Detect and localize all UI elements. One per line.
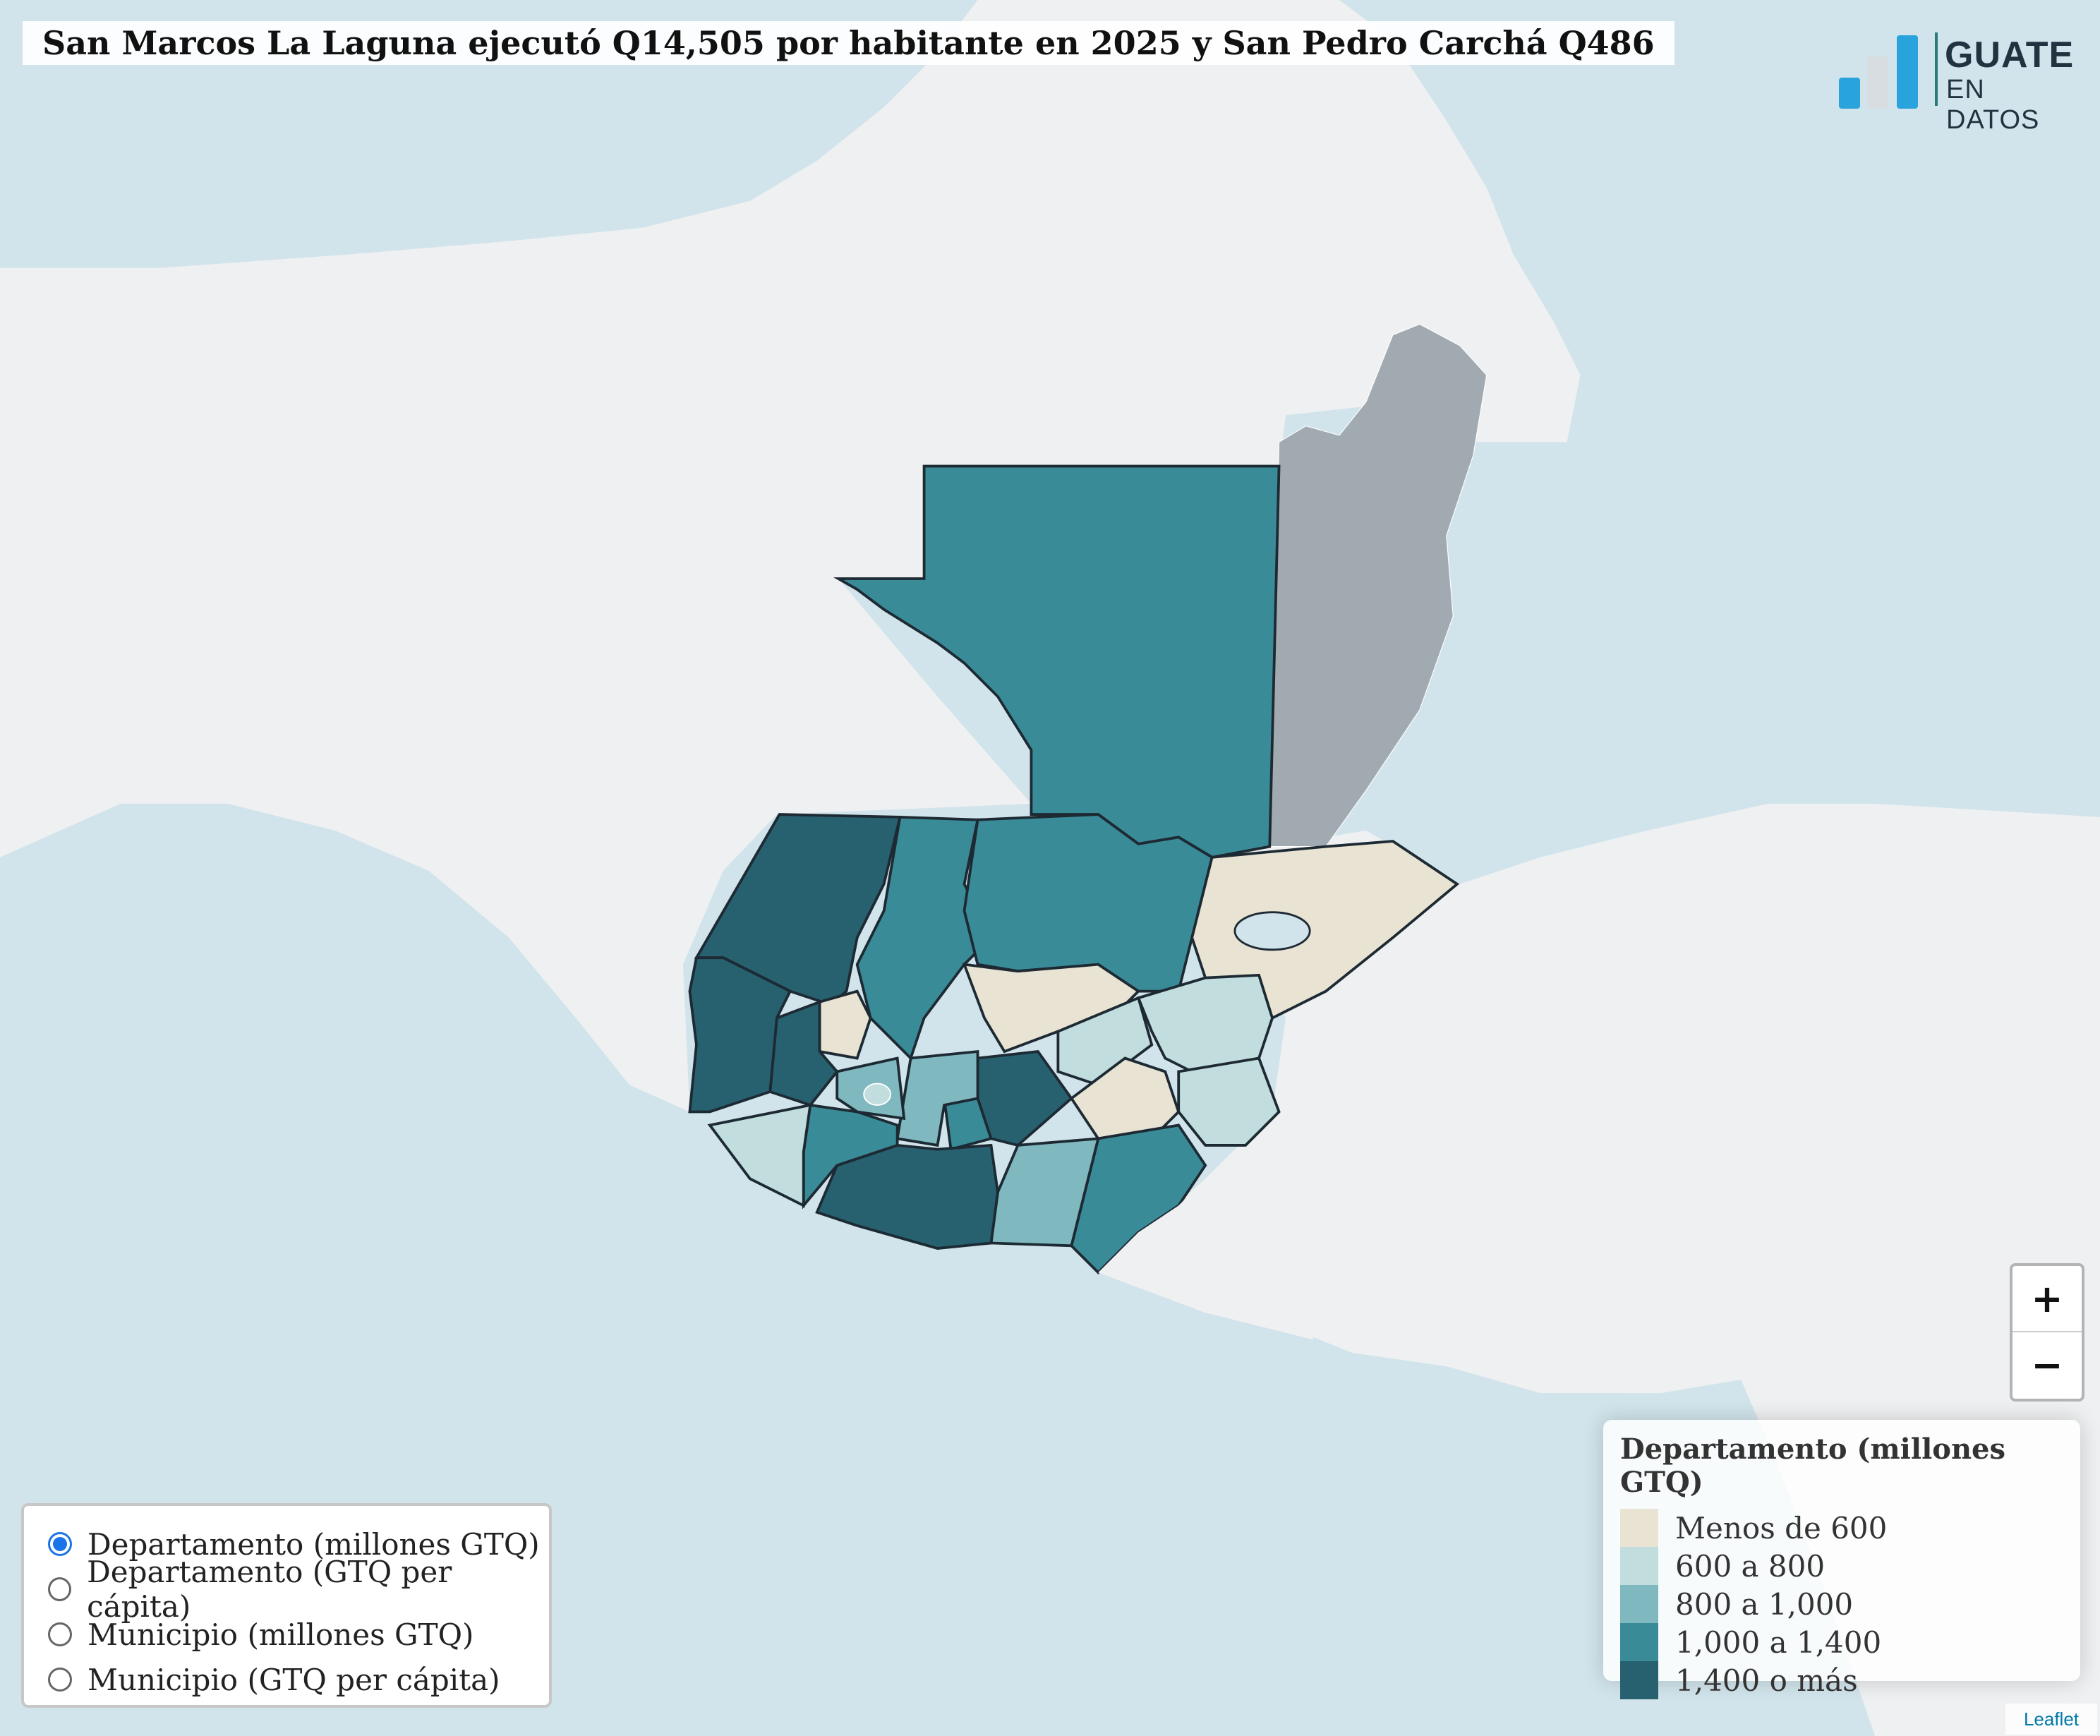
radio-button-selected[interactable] [48, 1532, 72, 1556]
land-mexico [0, 0, 1581, 1112]
dept-retalhuleu [707, 1103, 812, 1208]
layer-option-muni-per-capita[interactable]: Municipio (GTQ per cápita) [48, 1657, 549, 1702]
belize [1269, 323, 1488, 848]
legend-item: Menos de 600 [1620, 1509, 2080, 1547]
dept-escuintla [815, 1143, 999, 1250]
legend-label: 1,000 a 1,400 [1675, 1625, 1882, 1660]
legend-item: 1,000 a 1,400 [1620, 1623, 2080, 1661]
legend-label: Menos de 600 [1675, 1510, 1888, 1545]
dept-quiche [855, 815, 993, 1061]
lago-izabal [1233, 911, 1311, 951]
radio-button[interactable] [48, 1668, 72, 1692]
layer-control: Departamento (millones GTQ) Departamento… [21, 1503, 552, 1708]
layer-option-label: Municipio (millones GTQ) [88, 1617, 474, 1652]
legend-swatch [1620, 1623, 1658, 1661]
legend-label: 600 a 800 [1675, 1548, 1826, 1584]
layer-option-label: Departamento (GTQ per cápita) [87, 1555, 452, 1624]
dept-san-marcos [688, 956, 792, 1114]
logo-bar-2 [1867, 56, 1888, 109]
legend-swatch [1620, 1585, 1658, 1623]
radio-button[interactable] [48, 1622, 72, 1646]
logo-text-line1: GUATE [1945, 35, 2075, 76]
dept-peten [833, 464, 1281, 859]
guate-en-datos-logo: GUATE EN DATOS [1839, 31, 2079, 135]
legend-title: Departamento (millones GTQ) [1620, 1433, 2005, 1499]
legend-swatch [1620, 1547, 1658, 1585]
zoom-in-button[interactable]: + [2031, 1276, 2063, 1321]
logo-bar-3 [1897, 35, 1918, 109]
layer-option-label: Municipio (GTQ per cápita) [88, 1662, 500, 1697]
lago-atitlan [863, 1083, 892, 1106]
legend-swatch [1620, 1509, 1658, 1547]
zoom-control: + − [2010, 1263, 2084, 1402]
logo-divider [1935, 32, 1938, 106]
logo-text-line2: EN DATOS [1946, 75, 2040, 135]
layer-option-label: Departamento (millones GTQ) [88, 1526, 540, 1562]
legend-label: 1,400 o más [1675, 1663, 1858, 1698]
layer-option-depto-millones[interactable]: Departamento (millones GTQ) [48, 1521, 549, 1567]
logo-bar-1 [1839, 78, 1860, 109]
legend-swatch [1620, 1661, 1658, 1699]
land-el-salvador [1098, 1179, 1339, 1340]
radio-button[interactable] [48, 1577, 72, 1601]
layer-option-muni-millones[interactable]: Municipio (millones GTQ) [48, 1612, 549, 1657]
legend-item: 1,400 o más [1620, 1661, 2080, 1699]
legend-item: 600 a 800 [1620, 1547, 2080, 1585]
legend-item: 800 a 1,000 [1620, 1585, 2080, 1623]
map-title: San Marcos La Laguna ejecutó Q14,505 por… [42, 24, 1655, 62]
leaflet-attribution-link[interactable]: Leaflet [2005, 1704, 2097, 1735]
map-title-box: San Marcos La Laguna ejecutó Q14,505 por… [23, 21, 1674, 65]
layer-option-depto-per-capita[interactable]: Departamento (GTQ per cápita) [48, 1555, 549, 1624]
legend: Departamento (millones GTQ) Menos de 600… [1603, 1420, 2080, 1699]
dept-izabal [1190, 840, 1460, 1020]
legend-label: 800 a 1,000 [1675, 1586, 1854, 1622]
zoom-out-button[interactable]: − [2012, 1331, 2082, 1397]
